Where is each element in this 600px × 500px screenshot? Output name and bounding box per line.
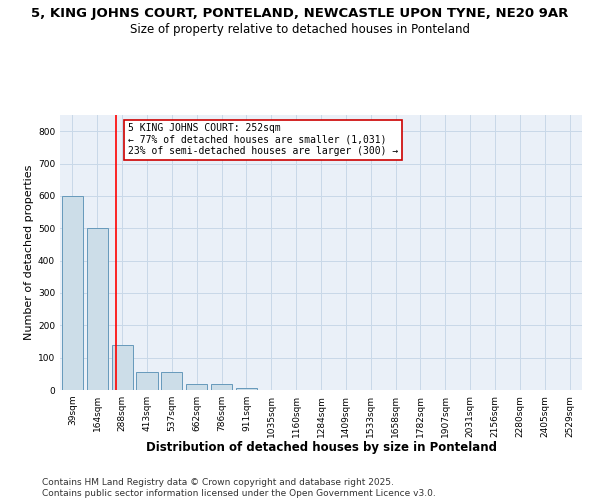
- Bar: [236, 388, 257, 390]
- Bar: [62, 196, 83, 390]
- Text: Size of property relative to detached houses in Ponteland: Size of property relative to detached ho…: [130, 22, 470, 36]
- Text: 5, KING JOHNS COURT, PONTELAND, NEWCASTLE UPON TYNE, NE20 9AR: 5, KING JOHNS COURT, PONTELAND, NEWCASTL…: [31, 8, 569, 20]
- Bar: [136, 372, 158, 390]
- Y-axis label: Number of detached properties: Number of detached properties: [24, 165, 34, 340]
- Text: 5 KING JOHNS COURT: 252sqm
← 77% of detached houses are smaller (1,031)
23% of s: 5 KING JOHNS COURT: 252sqm ← 77% of deta…: [128, 123, 398, 156]
- Bar: [112, 344, 133, 390]
- Bar: [161, 372, 182, 390]
- X-axis label: Distribution of detached houses by size in Ponteland: Distribution of detached houses by size …: [146, 441, 497, 454]
- Bar: [211, 384, 232, 390]
- Bar: [87, 228, 108, 390]
- Bar: [186, 384, 207, 390]
- Text: Contains HM Land Registry data © Crown copyright and database right 2025.
Contai: Contains HM Land Registry data © Crown c…: [42, 478, 436, 498]
